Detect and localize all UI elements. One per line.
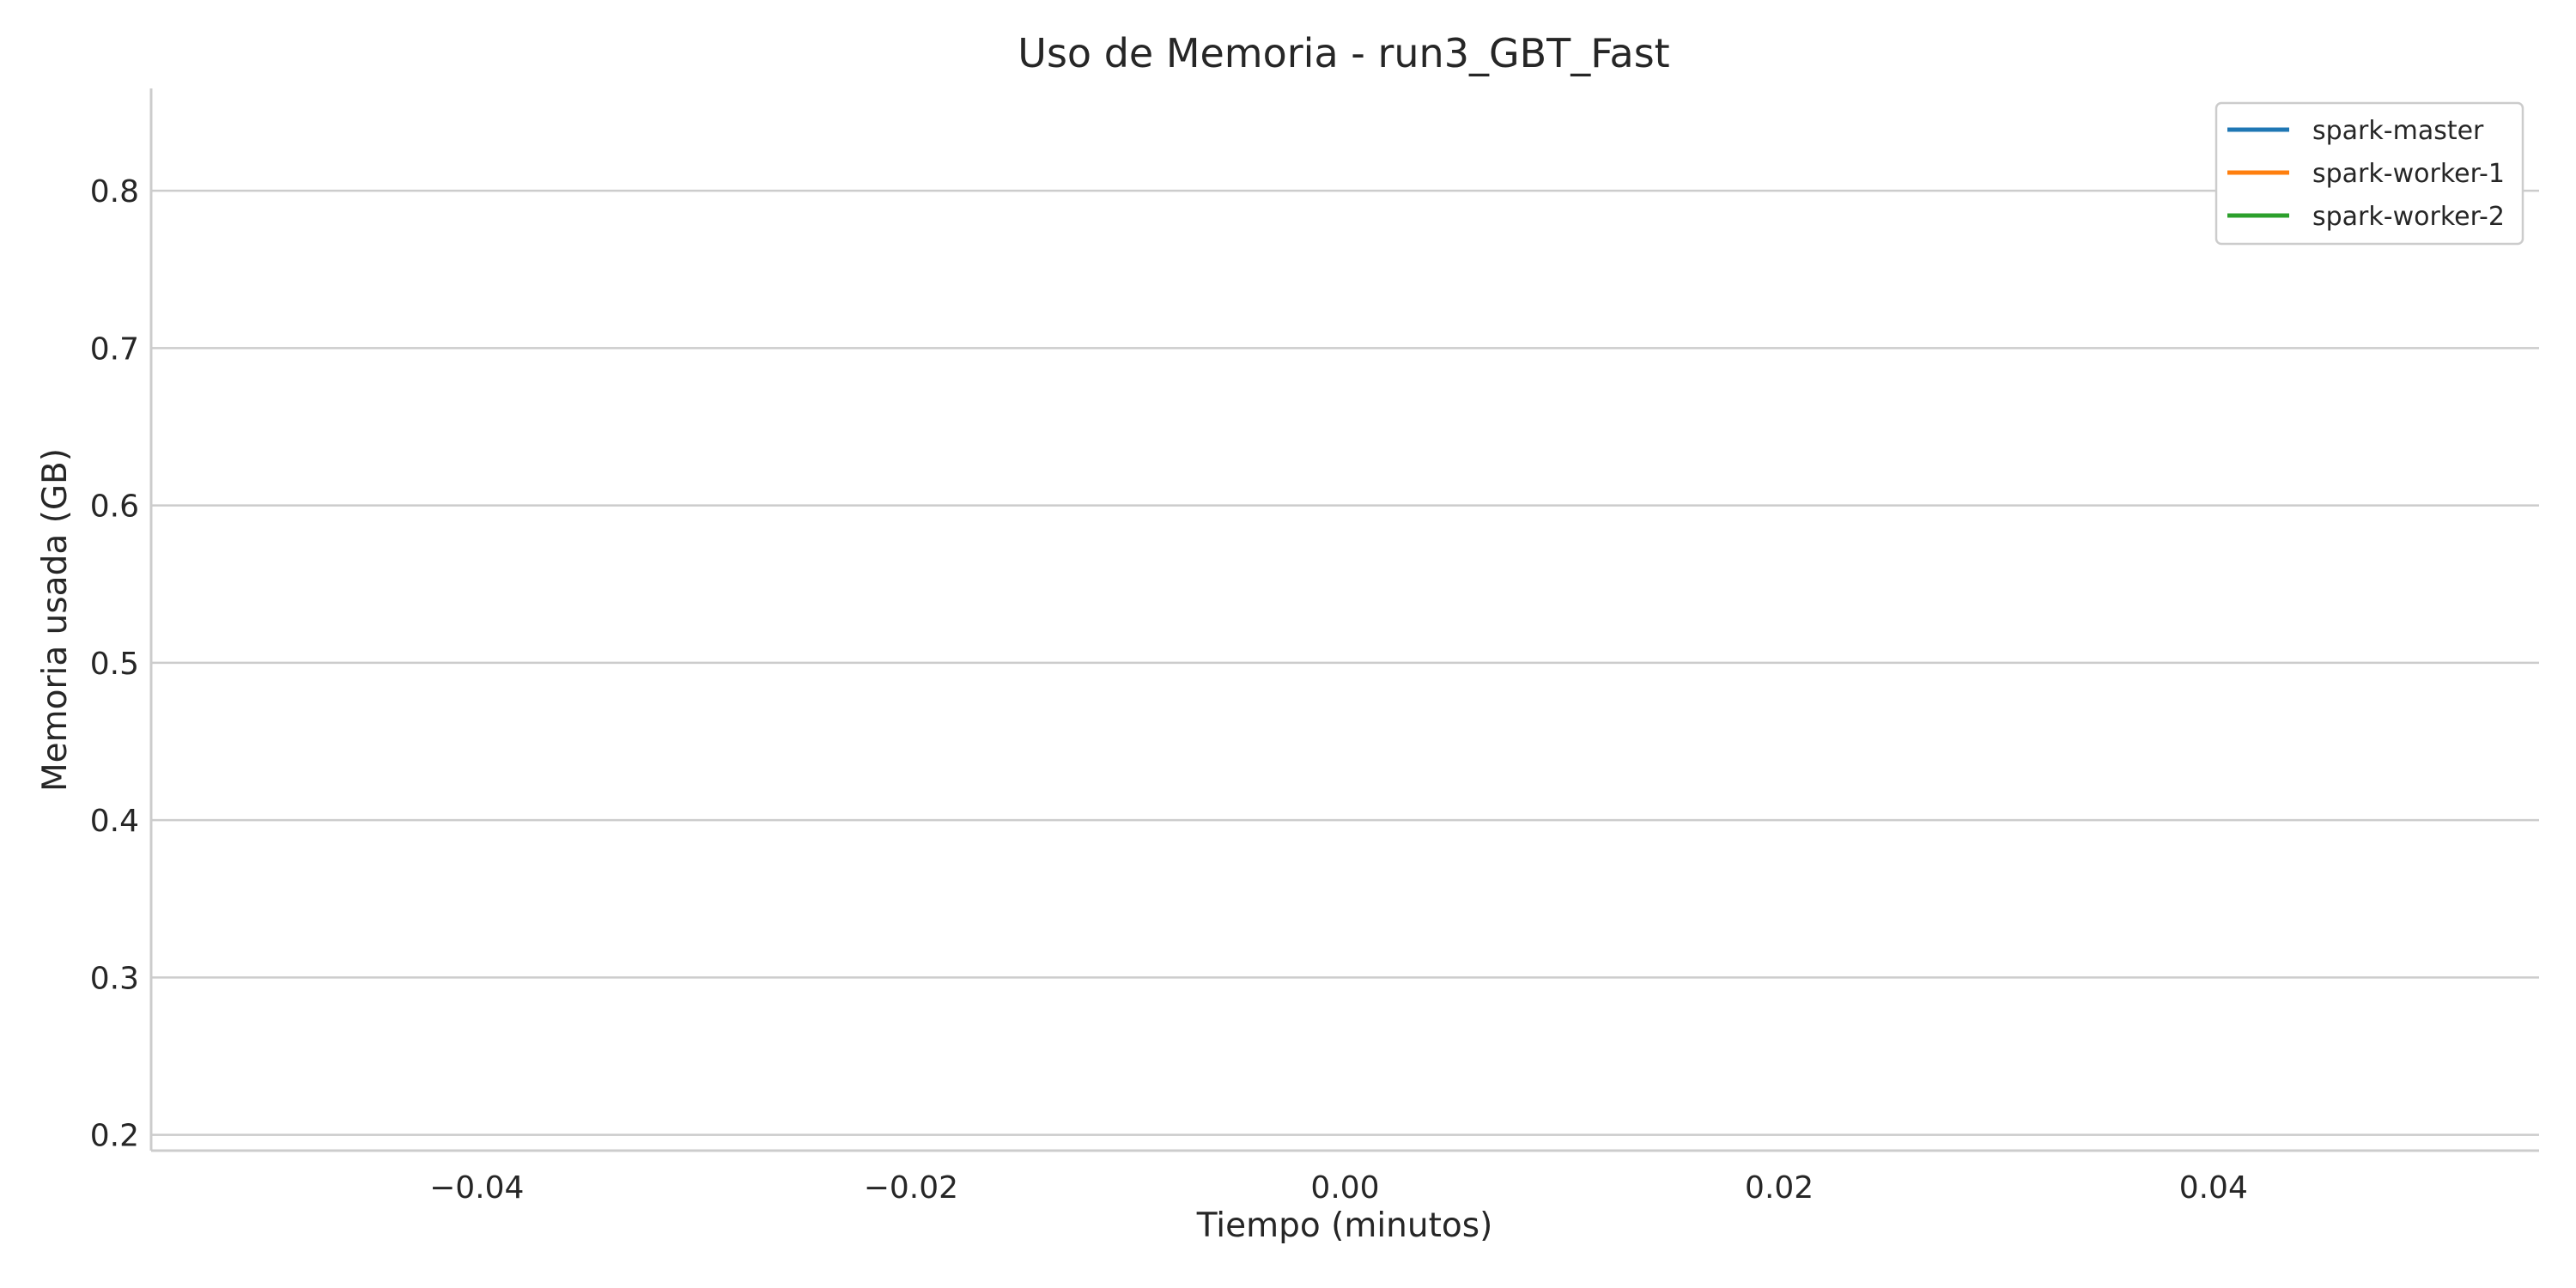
grid-lines — [151, 189, 2539, 1136]
legend: spark-master spark-worker-1 spark-worker-2 — [2215, 101, 2524, 246]
y-tick-label: 0.6 — [90, 489, 139, 525]
x-tick-label: 0.04 — [2179, 1170, 2248, 1206]
y-axis-label: Memoria usada (GB) — [36, 448, 75, 792]
y-tick-label: 0.4 — [90, 804, 139, 839]
x-tick-label: 0.00 — [1310, 1170, 1379, 1206]
x-tick-label: −0.02 — [864, 1170, 958, 1206]
legend-label-spark-master: spark-master — [2312, 116, 2484, 146]
chart-title: Uso de Memoria - run3_GBT_Fast — [1018, 30, 1669, 76]
x-axis-label: Tiempo (minutos) — [1196, 1206, 1493, 1245]
x-tick-label: 0.02 — [1745, 1170, 1814, 1206]
legend-items: spark-master spark-worker-1 spark-worker-2 — [2227, 116, 2505, 232]
legend-frame — [2215, 101, 2524, 246]
x-tick-labels: −0.04 −0.02 0.00 0.02 0.04 — [429, 1170, 2248, 1206]
y-tick-label: 0.3 — [90, 961, 139, 996]
legend-label-spark-worker-2: spark-worker-2 — [2312, 202, 2505, 232]
y-tick-label: 0.7 — [90, 331, 139, 367]
y-tick-label: 0.5 — [90, 647, 139, 682]
y-tick-label: 0.2 — [90, 1119, 139, 1154]
legend-label-spark-worker-1: spark-worker-1 — [2312, 159, 2505, 189]
x-tick-label: −0.04 — [429, 1170, 524, 1206]
y-tick-labels: 0.2 0.3 0.4 0.5 0.6 0.7 0.8 — [90, 174, 139, 1154]
y-tick-label: 0.8 — [90, 174, 139, 210]
